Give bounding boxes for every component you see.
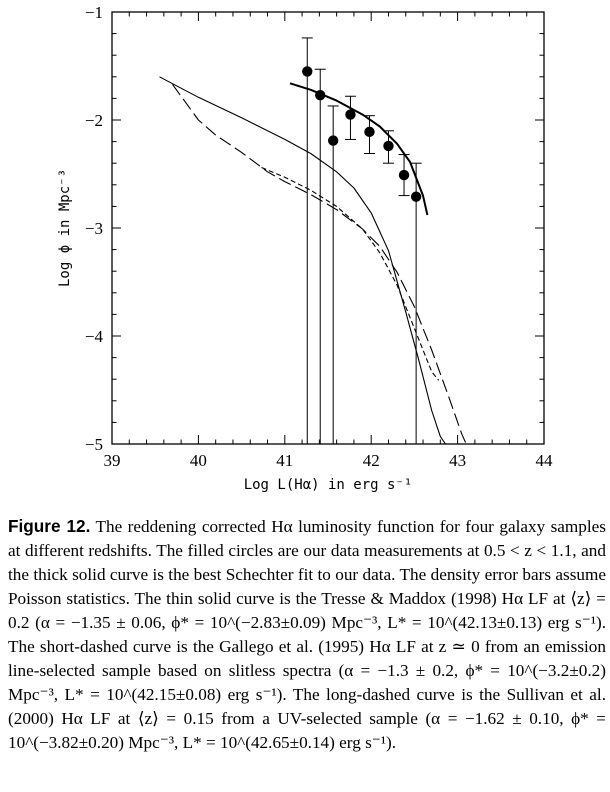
x-tick-label: 39 [104,451,121,470]
curve-thin-solid [159,76,446,445]
data-point [315,89,326,101]
y-tick-label: −4 [85,327,104,346]
data-points [301,37,422,444]
y-tick-label: −5 [85,435,103,454]
curve-short-dashed [261,166,440,381]
data-point [302,66,313,77]
y-tick-label: −2 [85,111,103,130]
x-axis-title: Log L(Hα) in erg s⁻¹ [244,477,413,493]
x-tick-label: 43 [449,451,466,470]
caption-text: The reddening corrected Hα luminosity fu… [8,517,606,752]
x-tick-label: 40 [190,451,207,470]
data-point [364,126,375,138]
data-point [327,135,339,146]
x-tick-label: 44 [536,451,554,470]
caption-label: Figure 12. [8,516,91,536]
data-point [383,140,394,152]
curves [159,76,467,445]
y-axis-title: Log ϕ in Mpc⁻³ [57,169,73,287]
curve-long-dashed [172,84,467,445]
x-tick-label: 41 [276,451,293,470]
data-point [398,169,410,181]
y-tick-label: −3 [85,219,103,238]
y-tick-label: −1 [85,3,103,22]
data-point [410,191,422,202]
axis-ticks: 39 40 41 42 43 44 −5 −4 −3 −2 −1 [85,3,553,470]
data-point [345,109,356,120]
figure-caption: Figure 12. The reddening corrected Hα lu… [8,514,606,755]
x-tick-label: 42 [363,451,380,470]
luminosity-function-plot: 39 40 41 42 43 44 −5 −4 −3 −2 −1 Log L(Hα) in erg … [57,3,553,493]
plot-frame [111,11,545,445]
